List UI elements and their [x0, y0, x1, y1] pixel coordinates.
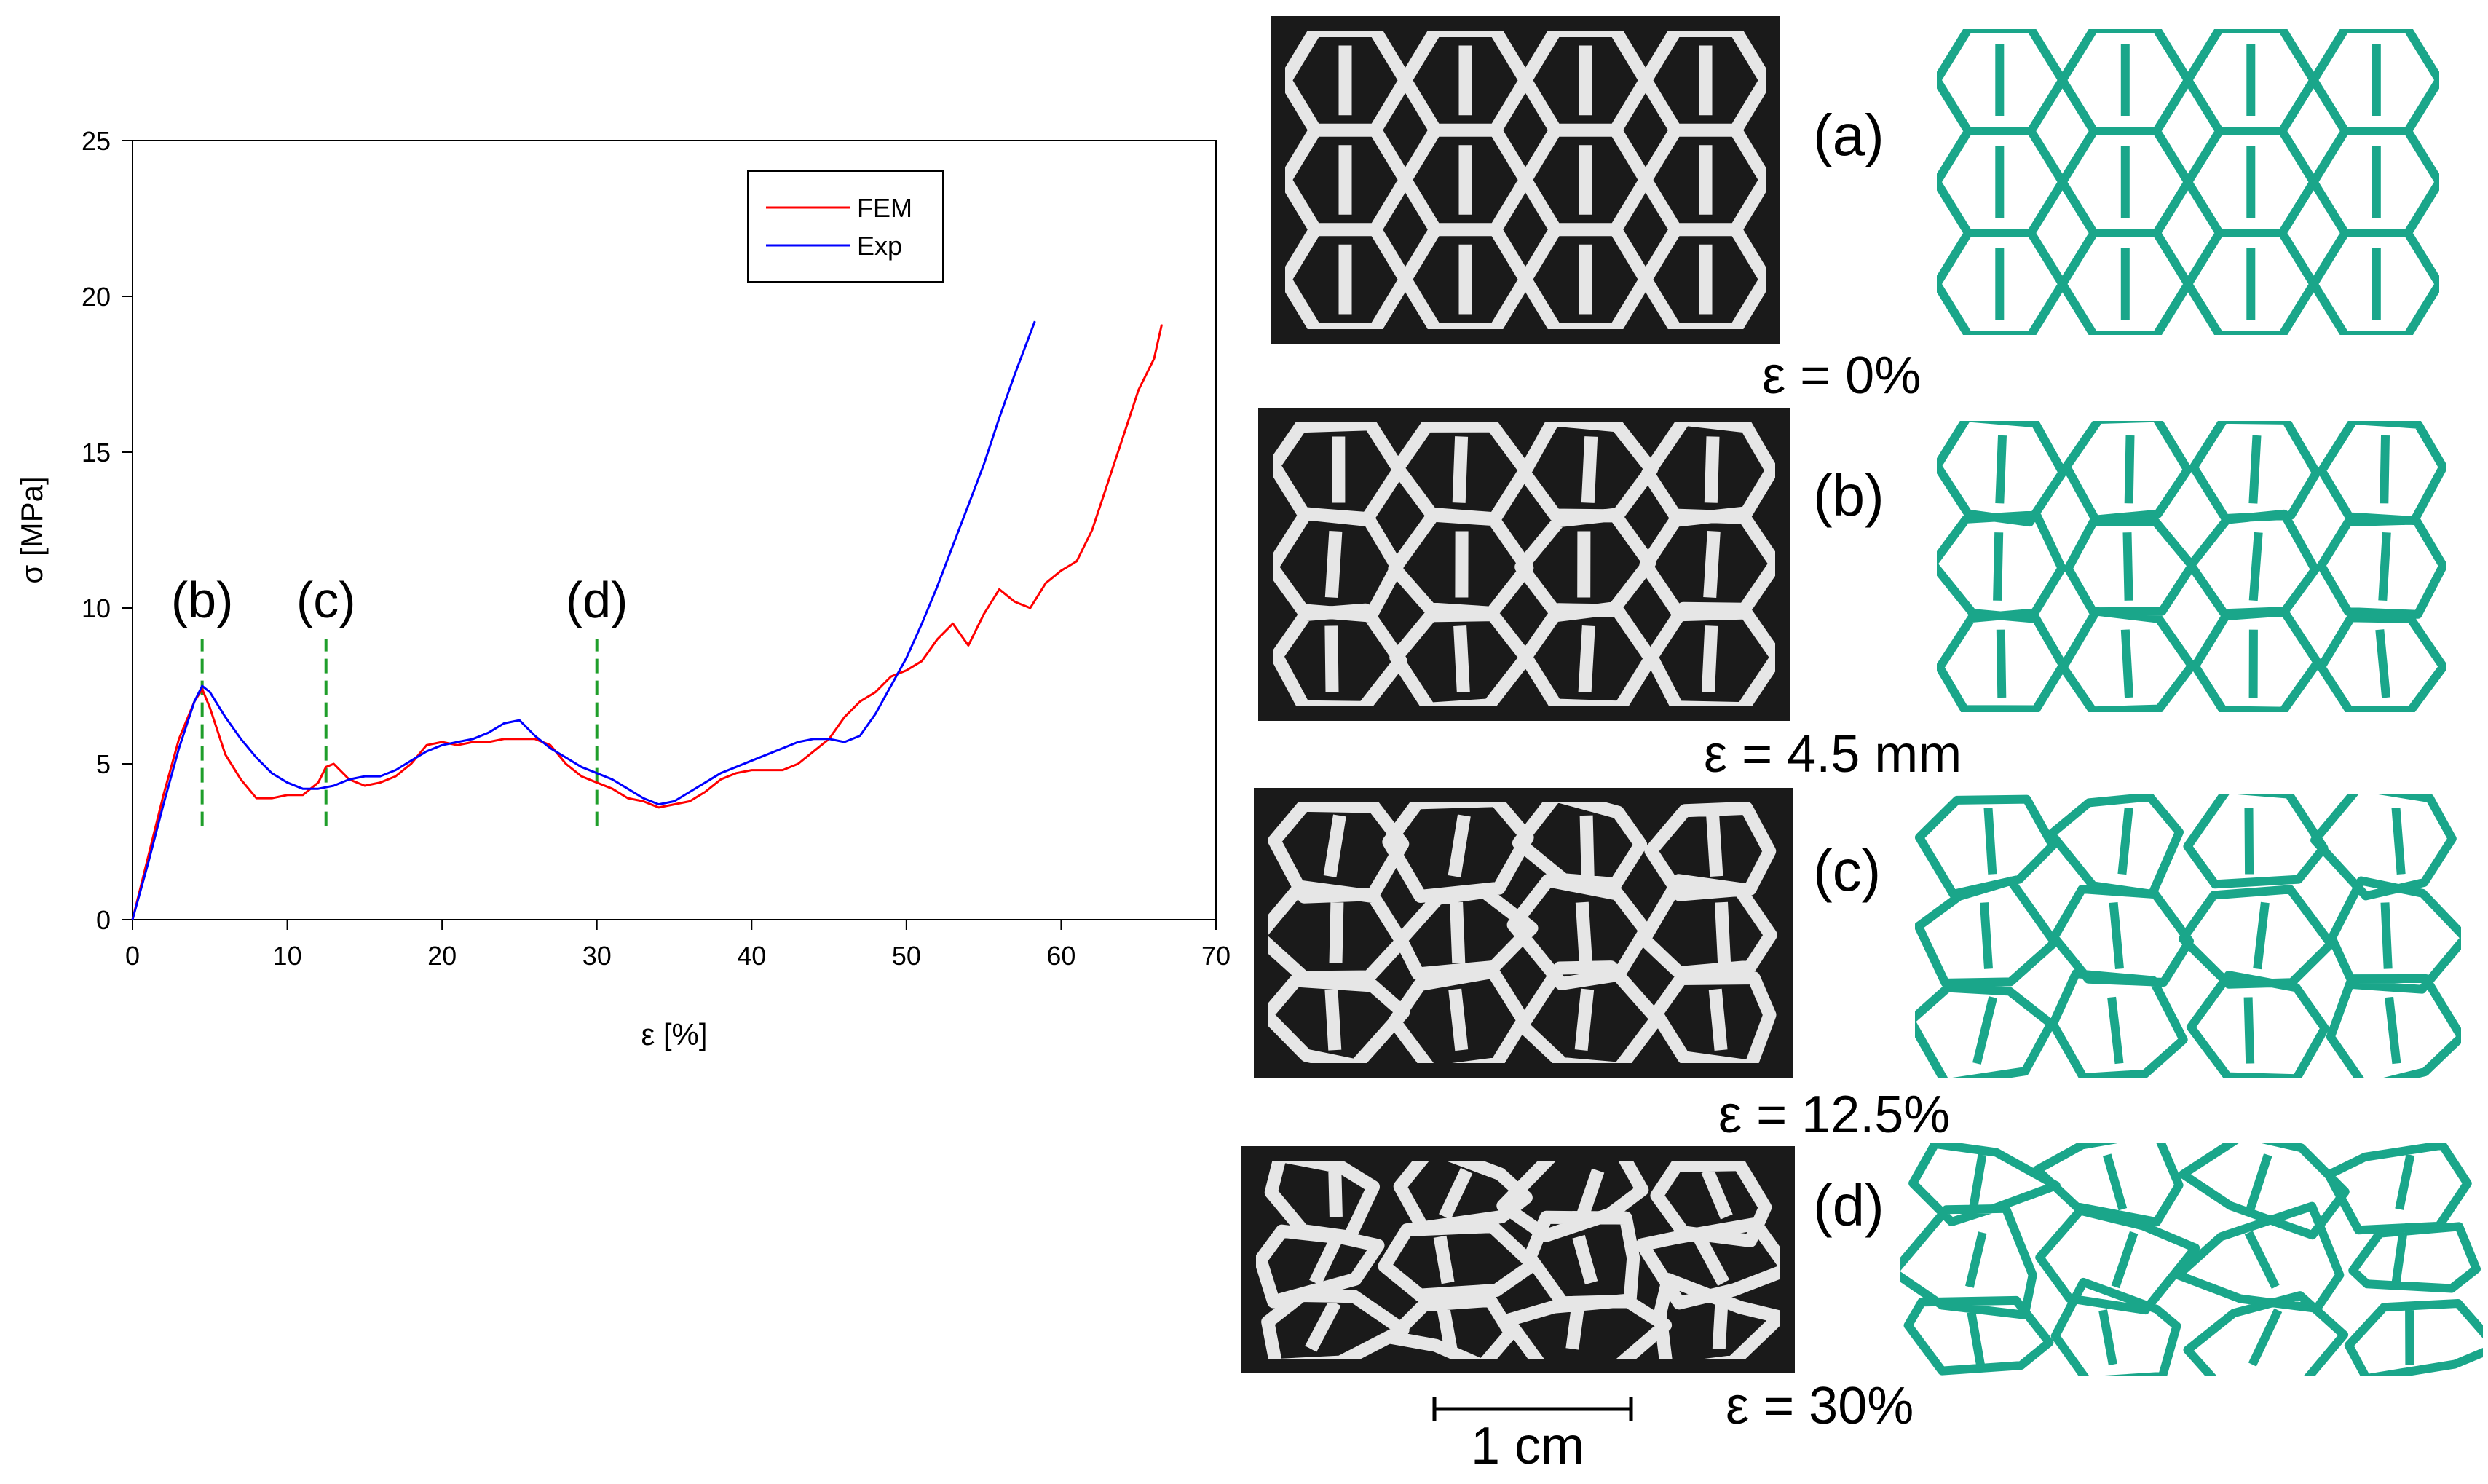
x-tick-label: 0	[125, 941, 140, 971]
fem-stage-d	[1889, 1127, 2488, 1388]
y-tick-label: 25	[82, 126, 111, 156]
photo-stage-d	[1241, 1146, 1795, 1373]
fem-stage-a	[1932, 25, 2444, 339]
photo-stage-c	[1254, 788, 1793, 1078]
stage-label-b: (b)	[1813, 463, 1884, 528]
strain-label-d: ε = 30%	[1726, 1377, 1914, 1435]
fem-lattice	[1906, 782, 2470, 1092]
legend-label: Exp	[857, 231, 902, 261]
strain-label-c: ε = 12.5%	[1718, 1086, 1951, 1144]
marker-label: (b)	[171, 572, 234, 628]
chart-series	[131, 320, 1164, 920]
fem-stage-b	[1928, 413, 2448, 716]
series-line-fem	[131, 324, 1164, 920]
photo-stage-b	[1258, 408, 1790, 721]
photo-lattice	[1273, 422, 1775, 706]
x-tick-label: 40	[737, 941, 766, 971]
x-tick-label: 30	[582, 941, 612, 971]
fem-lattice	[1932, 25, 2444, 339]
stage-label-c: (c)	[1813, 838, 1881, 903]
stage-label-a: (a)	[1813, 103, 1884, 167]
stage-markers: (b) (c) (d)	[171, 572, 628, 826]
chart-legend: FEM Exp	[747, 170, 944, 283]
y-tick-label: 10	[82, 593, 111, 623]
photo-lattice	[1256, 1161, 1780, 1359]
marker-label: (d)	[566, 572, 628, 628]
y-tick-label: 5	[96, 749, 111, 779]
x-tick-label: 70	[1201, 941, 1231, 971]
legend-box	[747, 170, 944, 283]
strain-label-a: ε = 0%	[1762, 347, 1922, 405]
x-tick-label: 50	[892, 941, 921, 971]
y-tick-label: 20	[82, 282, 111, 312]
y-tick-label: 0	[96, 905, 111, 935]
photo-lattice	[1268, 802, 1777, 1063]
photo-lattice	[1285, 31, 1766, 329]
x-tick-label: 10	[273, 941, 302, 971]
plot-frame	[132, 140, 1217, 920]
fem-lattice	[1928, 413, 2448, 716]
scale-bar	[1432, 1397, 1633, 1421]
marker-label: (c)	[296, 572, 356, 628]
stage-label-d: (d)	[1813, 1173, 1884, 1238]
fem-stage-c	[1906, 782, 2470, 1092]
scale-bar-label: 1 cm	[1471, 1417, 1585, 1475]
legend-label: FEM	[857, 193, 912, 223]
x-axis-label: ε [%]	[641, 1017, 707, 1051]
series-line-exp	[131, 320, 1036, 920]
chart-axes: 0 10 20 30 40 50 60 70 0 5 10 15 20 25 ε [%] σ [MPa]	[15, 126, 1231, 1051]
stress-strain-chart: 0 10 20 30 40 50 60 70 0 5 10 15 20 25 ε [%] σ [MPa] (b…	[15, 126, 1231, 1051]
fem-lattice	[1889, 1127, 2488, 1388]
x-tick-label: 20	[427, 941, 457, 971]
photo-stage-a	[1271, 16, 1780, 344]
strain-label-b: ε = 4.5 mm	[1704, 725, 1962, 784]
x-tick-label: 60	[1046, 941, 1075, 971]
y-tick-label: 15	[82, 438, 111, 467]
y-axis-label: σ [MPa]	[15, 476, 49, 583]
